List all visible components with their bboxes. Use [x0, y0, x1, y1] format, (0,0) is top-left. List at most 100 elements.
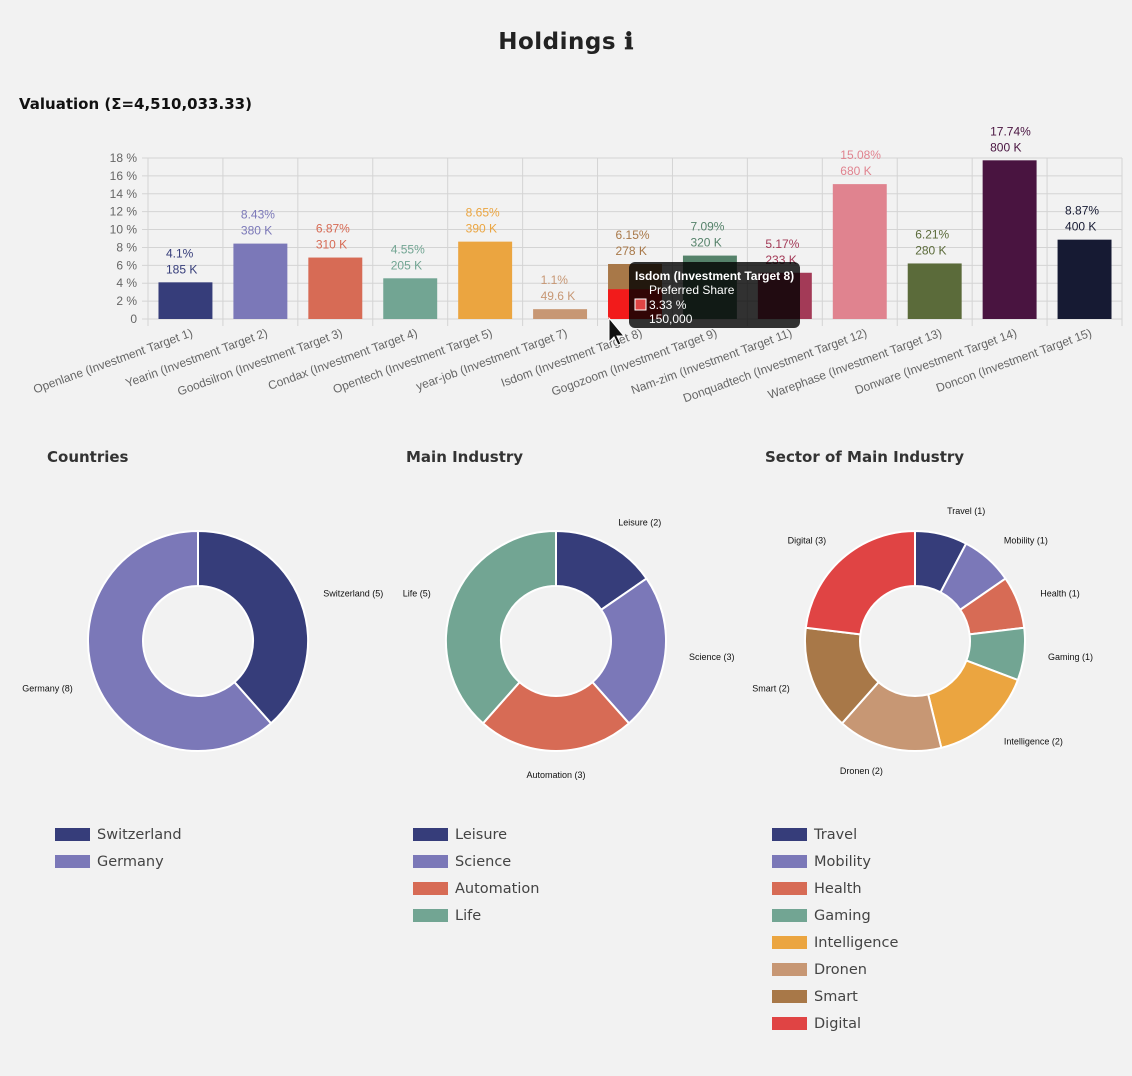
legend-swatch — [772, 828, 807, 841]
sector-legend: Travel Mobility Health Gaming Intelligence Dr… — [772, 821, 898, 1037]
countries-title: Countries — [47, 448, 129, 466]
bar-amount-label: 280 K — [915, 243, 946, 257]
legend-item-germany[interactable]: Germany — [55, 848, 182, 875]
y-tick-label: 10 % — [110, 223, 138, 237]
bar-pct-label: 6.87% — [316, 222, 350, 236]
bar-amount-label: 400 K — [1065, 220, 1096, 234]
legend-swatch — [55, 828, 90, 841]
legend-item-smart[interactable]: Smart — [772, 983, 898, 1010]
bar — [308, 257, 363, 319]
legend-item-science[interactable]: Science — [413, 848, 539, 875]
tooltip-box — [629, 262, 800, 328]
bar-pct-label: 6.15% — [616, 228, 650, 242]
donut-label: Life (5) — [403, 588, 431, 598]
main-industry-title: Main Industry — [406, 448, 524, 466]
legend-swatch — [772, 1017, 807, 1030]
legend-label: Dronen — [814, 961, 867, 978]
donut-charts: Switzerland (5) Germany (8) Leisure (2) Sci… — [22, 506, 1093, 780]
y-tick-label: 6 % — [116, 258, 137, 272]
donut-slice-switzerland — [197, 529, 309, 725]
bar-amount-label: 380 K — [241, 224, 272, 238]
legend-label: Intelligence — [814, 934, 899, 951]
donut-label: Gaming (1) — [1048, 652, 1093, 662]
legend-swatch — [772, 882, 807, 895]
bar-pct-label: 15.08% — [840, 148, 881, 162]
bar — [383, 278, 438, 319]
bar — [907, 263, 962, 319]
legend-item-intelligence[interactable]: Intelligence — [772, 929, 898, 956]
bar-pct-label: 4.1% — [166, 246, 194, 260]
donut-label: Digital (3) — [788, 536, 827, 546]
bar-pct-label: 8.87% — [1065, 204, 1099, 218]
donut-label: Automation (3) — [526, 770, 585, 780]
donut-label: Science (3) — [689, 652, 735, 662]
donut-label: Dronen (2) — [840, 766, 883, 776]
y-tick-label: 8 % — [116, 240, 137, 254]
legend-swatch — [772, 936, 807, 949]
legend-label: Mobility — [814, 853, 871, 870]
tooltip-title: Isdom (Investment Target 8) — [635, 269, 794, 283]
legend-label: Travel — [814, 826, 858, 843]
donut-label: Germany (8) — [22, 684, 73, 694]
bar-pct-label: 8.43% — [241, 208, 275, 222]
legend-item-leisure[interactable]: Leisure — [413, 821, 539, 848]
legend-label: Automation — [455, 880, 540, 897]
legend-swatch — [772, 909, 807, 922]
legend-item-gaming[interactable]: Gaming — [772, 902, 898, 929]
legend-label: Switzerland — [97, 826, 182, 843]
main-industry-legend: Leisure Science Automation Life — [413, 821, 539, 929]
bar-pct-label: 4.55% — [391, 242, 425, 256]
tooltip-value: 3.33 % — [649, 298, 687, 312]
donut-label: Travel (1) — [947, 506, 985, 516]
legend-swatch — [772, 963, 807, 976]
legend-swatch — [413, 828, 448, 841]
bar — [458, 241, 513, 319]
y-tick-label: 14 % — [110, 187, 138, 201]
legend-item-life[interactable]: Life — [413, 902, 539, 929]
y-tick-label: 2 % — [116, 294, 137, 308]
bar-pct-label: 6.21% — [915, 227, 949, 241]
legend-label: Smart — [814, 988, 858, 1005]
legend-item-health[interactable]: Health — [772, 875, 898, 902]
bar-amount-label: 320 K — [690, 236, 721, 250]
y-tick-label: 12 % — [110, 205, 138, 219]
legend-label: Leisure — [455, 826, 508, 843]
donut-label: Intelligence (2) — [1004, 736, 1063, 746]
page-title-text: Holdings — [498, 29, 617, 55]
donut-slice-germany — [87, 529, 273, 752]
legend-label: Gaming — [814, 907, 871, 924]
legend-item-automation[interactable]: Automation — [413, 875, 539, 902]
legend-item-travel[interactable]: Travel — [772, 821, 898, 848]
legend-item-digital[interactable]: Digital — [772, 1010, 898, 1037]
legend-swatch — [413, 855, 448, 868]
y-tick-label: 4 % — [116, 276, 137, 290]
bar-pct-label: 8.65% — [466, 206, 500, 220]
legend-label: Science — [455, 853, 512, 870]
bar-amount-label: 800 K — [990, 140, 1021, 154]
mouse-cursor-icon — [608, 316, 626, 346]
legend-label: Germany — [97, 853, 164, 870]
donut-label: Switzerland (5) — [323, 588, 383, 598]
bar-amount-label: 680 K — [840, 164, 871, 178]
donut-label: Health (1) — [1040, 588, 1080, 598]
donut-slice-automation — [481, 680, 631, 752]
legend-item-switzerland[interactable]: Switzerland — [55, 821, 182, 848]
donut-label: Smart (2) — [752, 684, 790, 694]
bar-amount-label: 185 K — [166, 262, 197, 276]
tooltip: Isdom (Investment Target 8)Preferred Sha… — [629, 262, 800, 328]
bar-amount-label: 49.6 K — [541, 289, 576, 303]
y-tick-label: 0 — [130, 312, 137, 326]
legend-item-dronen[interactable]: Dronen — [772, 956, 898, 983]
legend-item-mobility[interactable]: Mobility — [772, 848, 898, 875]
bar-pct-label: 7.09% — [690, 220, 724, 234]
donut-label: Mobility (1) — [1004, 536, 1048, 546]
bar-pct-label: 1.1% — [541, 273, 569, 287]
bar — [832, 184, 887, 319]
info-icon[interactable]: ℹ — [624, 28, 634, 55]
bar-amount-label: 310 K — [316, 238, 347, 252]
legend-swatch — [413, 882, 448, 895]
bar-pct-label: 17.74% — [990, 124, 1031, 138]
bar — [158, 282, 213, 319]
bar-pct-label: 5.17% — [765, 237, 799, 251]
tooltip-swatch — [634, 298, 647, 311]
